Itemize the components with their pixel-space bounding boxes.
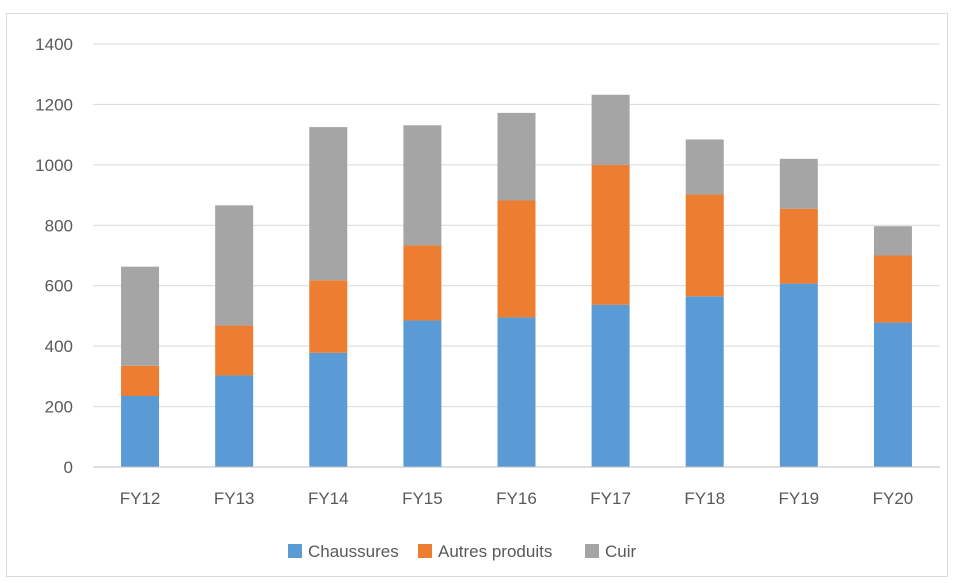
legend: Chaussures Autres produits Cuir (288, 542, 637, 561)
y-tick-label: 0 (64, 458, 73, 477)
bar-cuir-fy18 (685, 139, 724, 195)
legend-label: Autres produits (438, 542, 552, 561)
y-axis-tick-labels: 0 200 400 600 800 1000 1200 1400 (35, 35, 73, 477)
bar-chaussures-fy16 (497, 317, 536, 467)
y-tick-label: 1000 (35, 156, 73, 175)
bar-autres-produits-fy18 (685, 194, 724, 297)
bar-chaussures-fy17 (591, 304, 630, 467)
bar-cuir-fy20 (873, 226, 912, 256)
y-tick-label: 1200 (35, 95, 73, 114)
bar-cuir-fy14 (309, 127, 348, 281)
x-axis-tick-labels: FY12 FY13 FY14 FY15 FY16 FY17 FY18 FY19 FY20 (120, 489, 914, 508)
legend-swatch (288, 544, 302, 558)
x-tick-label: FY20 (873, 489, 914, 508)
legend-label: Chaussures (308, 542, 399, 561)
bar-chaussures-fy12 (121, 395, 160, 467)
y-tick-label: 600 (45, 277, 73, 296)
legend-swatch (418, 544, 432, 558)
x-tick-label: FY19 (779, 489, 820, 508)
y-tick-label: 400 (45, 337, 73, 356)
bar-autres-produits-fy15 (403, 245, 442, 321)
x-tick-label: FY17 (590, 489, 631, 508)
bar-cuir-fy16 (497, 112, 536, 201)
x-tick-label: FY12 (120, 489, 161, 508)
bar-autres-produits-fy13 (215, 325, 254, 376)
bar-chaussures-fy14 (309, 352, 348, 467)
x-tick-label: FY18 (684, 489, 725, 508)
bar-cuir-fy19 (779, 158, 818, 209)
bar-cuir-fy13 (215, 205, 254, 326)
x-tick-label: FY14 (308, 489, 349, 508)
bar-autres-produits-fy12 (121, 365, 160, 396)
bar-autres-produits-fy19 (779, 208, 818, 284)
bar-autres-produits-fy17 (591, 164, 630, 305)
bar-autres-produits-fy16 (497, 200, 536, 318)
bar-cuir-fy17 (591, 94, 630, 165)
bar-chaussures-fy18 (685, 296, 724, 467)
y-tick-label: 1400 (35, 35, 73, 54)
x-tick-label: FY13 (214, 489, 255, 508)
bars (121, 94, 912, 467)
bar-cuir-fy15 (403, 125, 442, 246)
y-tick-label: 800 (45, 216, 73, 235)
legend-swatch (585, 544, 599, 558)
bar-autres-produits-fy14 (309, 280, 348, 353)
bar-chaussures-fy19 (779, 283, 818, 467)
bar-chaussures-fy20 (873, 322, 912, 467)
y-tick-label: 200 (45, 398, 73, 417)
bar-chaussures-fy13 (215, 375, 254, 467)
x-tick-label: FY16 (496, 489, 537, 508)
bar-cuir-fy12 (121, 266, 160, 366)
legend-label: Cuir (605, 542, 637, 561)
x-tick-label: FY15 (402, 489, 443, 508)
bar-autres-produits-fy20 (873, 255, 912, 323)
bar-chaussures-fy15 (403, 320, 442, 467)
